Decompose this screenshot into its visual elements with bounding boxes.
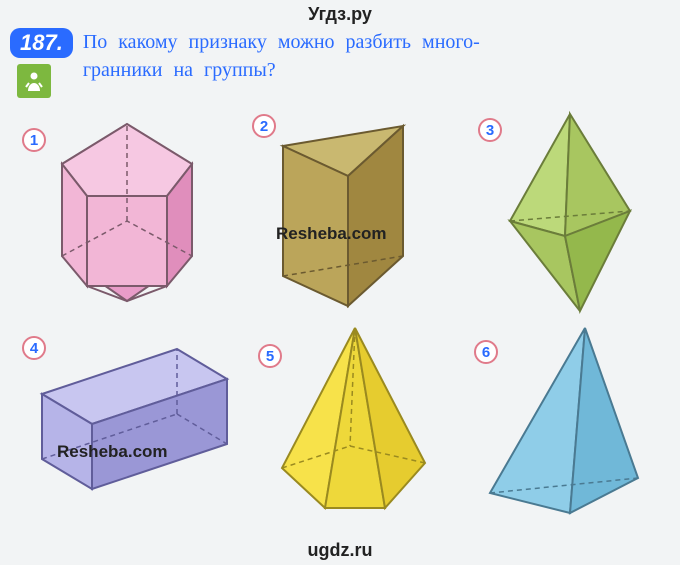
exercise-content: 187. По какому признаку можно разбить мн… (10, 28, 670, 537)
shape-marker-3: 3 (478, 118, 502, 142)
activity-icon (17, 64, 51, 98)
shape-marker-1: 1 (22, 128, 46, 152)
shape-marker-5: 5 (258, 344, 282, 368)
question-line-2: гранники на группы? (83, 56, 670, 84)
shape-6-triangular-pyramid: 6 (470, 318, 650, 518)
watermark-1: Resheba.com (276, 224, 387, 244)
bottom-credit: ugdz.ru (0, 540, 680, 561)
question-number-badge: 187. (10, 28, 73, 58)
question-header: 187. По какому признаку можно разбить мн… (10, 28, 670, 84)
shape-2-triangular-prism: 2 Resheba.com (258, 106, 428, 316)
shape-5-pentagonal-pyramid: 5 (260, 318, 440, 518)
shape-4-rectangular-prism: 4 Resheba.com (22, 334, 237, 504)
shape-marker-2: 2 (252, 114, 276, 138)
shape-3-triangular-bipyramid: 3 (470, 106, 650, 316)
shape-marker-6: 6 (474, 340, 498, 364)
shapes-grid: 1 2 Resheba.com (10, 106, 670, 526)
person-icon (22, 69, 46, 93)
top-credit: Угдз.ру (0, 4, 680, 25)
question-text: По какому признаку можно разбить много- … (83, 28, 670, 84)
shape-marker-4: 4 (22, 336, 46, 360)
question-line-1: По какому признаку можно разбить много- (83, 28, 670, 56)
watermark-2: Resheba.com (57, 442, 168, 462)
shape-1-pentagonal-prism: 1 (22, 106, 232, 326)
